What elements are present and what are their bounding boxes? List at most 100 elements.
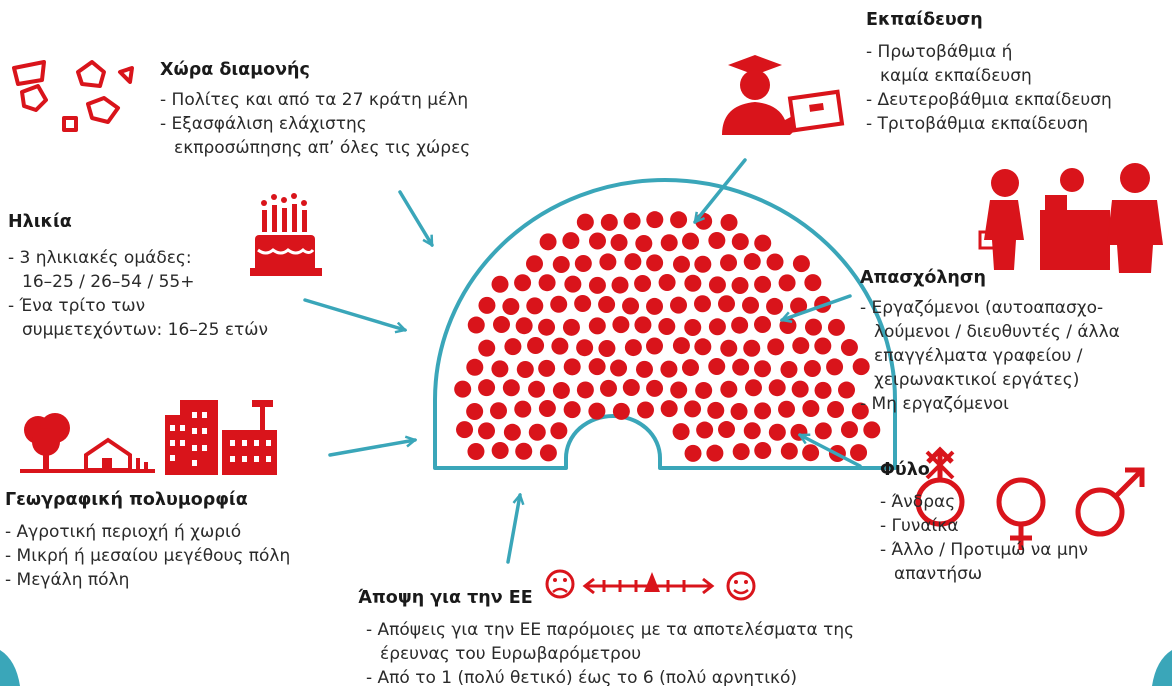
- seat: [720, 213, 738, 231]
- seat: [634, 274, 652, 292]
- education-icon: [722, 55, 845, 135]
- seat: [695, 381, 713, 399]
- section-title: Χώρα διαμονής: [160, 60, 310, 80]
- seat: [694, 295, 711, 313]
- seat: [743, 339, 761, 357]
- section: Γεωγραφική πολυμορφία - Αγροτική περιοχή …: [5, 490, 290, 590]
- section: Χώρα διαμονής - Πολίτες και από τα 27 κρά…: [160, 60, 470, 158]
- seat: [804, 274, 822, 292]
- seat: [706, 444, 724, 462]
- employment-icon: [978, 163, 1163, 273]
- seat: [840, 421, 858, 439]
- section-title: Γεωγραφική πολυμορφία: [5, 490, 248, 510]
- seat: [778, 274, 796, 292]
- dome: [433, 178, 897, 470]
- seat: [743, 253, 761, 271]
- seat: [564, 275, 582, 293]
- section-line: - Από το 1 (πολύ θετικό) έως το 6 (πολύ …: [366, 668, 797, 686]
- seat: [838, 381, 856, 399]
- seat: [538, 274, 556, 292]
- seat: [550, 422, 568, 440]
- seat: [502, 297, 520, 315]
- seat: [588, 402, 606, 420]
- seat: [670, 381, 688, 399]
- arrows: [303, 158, 862, 564]
- seat: [526, 255, 544, 273]
- seat: [612, 316, 630, 334]
- seat: [612, 402, 630, 420]
- section-line: επαγγέλματα γραφείου /: [874, 346, 1083, 366]
- seat: [718, 421, 736, 439]
- section-line: εκπροσώπησης απ’ όλες τις χώρες: [174, 138, 470, 158]
- seat: [754, 275, 772, 293]
- seat: [742, 296, 760, 314]
- section-line: 16–25 / 26–54 / 55+: [22, 272, 194, 292]
- seat: [456, 421, 474, 439]
- seat: [672, 423, 690, 441]
- seat: [754, 360, 772, 378]
- seat: [670, 296, 688, 314]
- gender-icon: [915, 446, 1145, 550]
- seat: [646, 337, 664, 355]
- seat: [504, 338, 522, 356]
- seat: [598, 339, 616, 357]
- seat: [803, 359, 821, 377]
- seat: [503, 423, 521, 441]
- rural-icon: [20, 413, 155, 473]
- seat: [599, 253, 617, 271]
- seat: [660, 400, 678, 418]
- section-line: - Απόψεις για την ΕΕ παρόμοιες με τα απο…: [366, 620, 854, 640]
- seat: [732, 443, 750, 461]
- seat: [768, 423, 786, 441]
- section-line: - Μεγάλη πόλη: [5, 570, 129, 590]
- seat: [672, 255, 690, 273]
- section-title: Εκπαίδευση: [866, 10, 983, 30]
- seat: [708, 318, 726, 336]
- seat: [684, 400, 702, 418]
- seat: [646, 254, 664, 272]
- seat: [599, 379, 617, 397]
- arrow: [398, 190, 434, 245]
- seat: [660, 234, 678, 252]
- seat: [684, 274, 702, 292]
- seat: [708, 358, 726, 376]
- seat: [514, 274, 532, 292]
- seat: [708, 232, 726, 250]
- seat: [731, 233, 749, 251]
- seat: [467, 316, 485, 334]
- seats: [454, 211, 881, 462]
- seat: [707, 401, 725, 419]
- seat: [576, 381, 594, 399]
- seat: [791, 380, 809, 398]
- seat: [730, 402, 748, 420]
- arrow: [693, 158, 747, 222]
- seat: [514, 400, 532, 418]
- section-line: απαντήσω: [894, 564, 982, 584]
- seat: [574, 255, 592, 273]
- seat: [694, 255, 712, 273]
- seat: [562, 232, 580, 250]
- seat: [588, 276, 606, 294]
- seat: [646, 297, 664, 315]
- seat: [552, 381, 570, 399]
- seat: [778, 400, 796, 418]
- seat: [610, 234, 628, 252]
- seat: [792, 337, 810, 355]
- seat: [550, 295, 568, 313]
- seat: [563, 401, 581, 419]
- seat: [850, 444, 868, 462]
- section: Απασχόληση - Εργαζόμενοι (αυτοαπασχο-λούμ…: [860, 268, 1120, 414]
- arrow: [328, 440, 415, 457]
- section-line: - Πρωτοβάθμια ή: [866, 42, 1012, 62]
- seat: [731, 316, 749, 334]
- seat: [466, 402, 484, 420]
- text-blocks: Χώρα διαμονής - Πολίτες και από τα 27 κρά…: [5, 10, 1120, 688]
- section-line: - Ένα τρίτο των: [8, 296, 145, 316]
- seat: [515, 442, 533, 460]
- arrow: [506, 495, 520, 564]
- section-title: Φύλο: [880, 460, 930, 480]
- section-title: Ηλικία: [8, 212, 72, 232]
- seat: [478, 422, 496, 440]
- seat: [563, 358, 581, 376]
- seat: [467, 442, 485, 460]
